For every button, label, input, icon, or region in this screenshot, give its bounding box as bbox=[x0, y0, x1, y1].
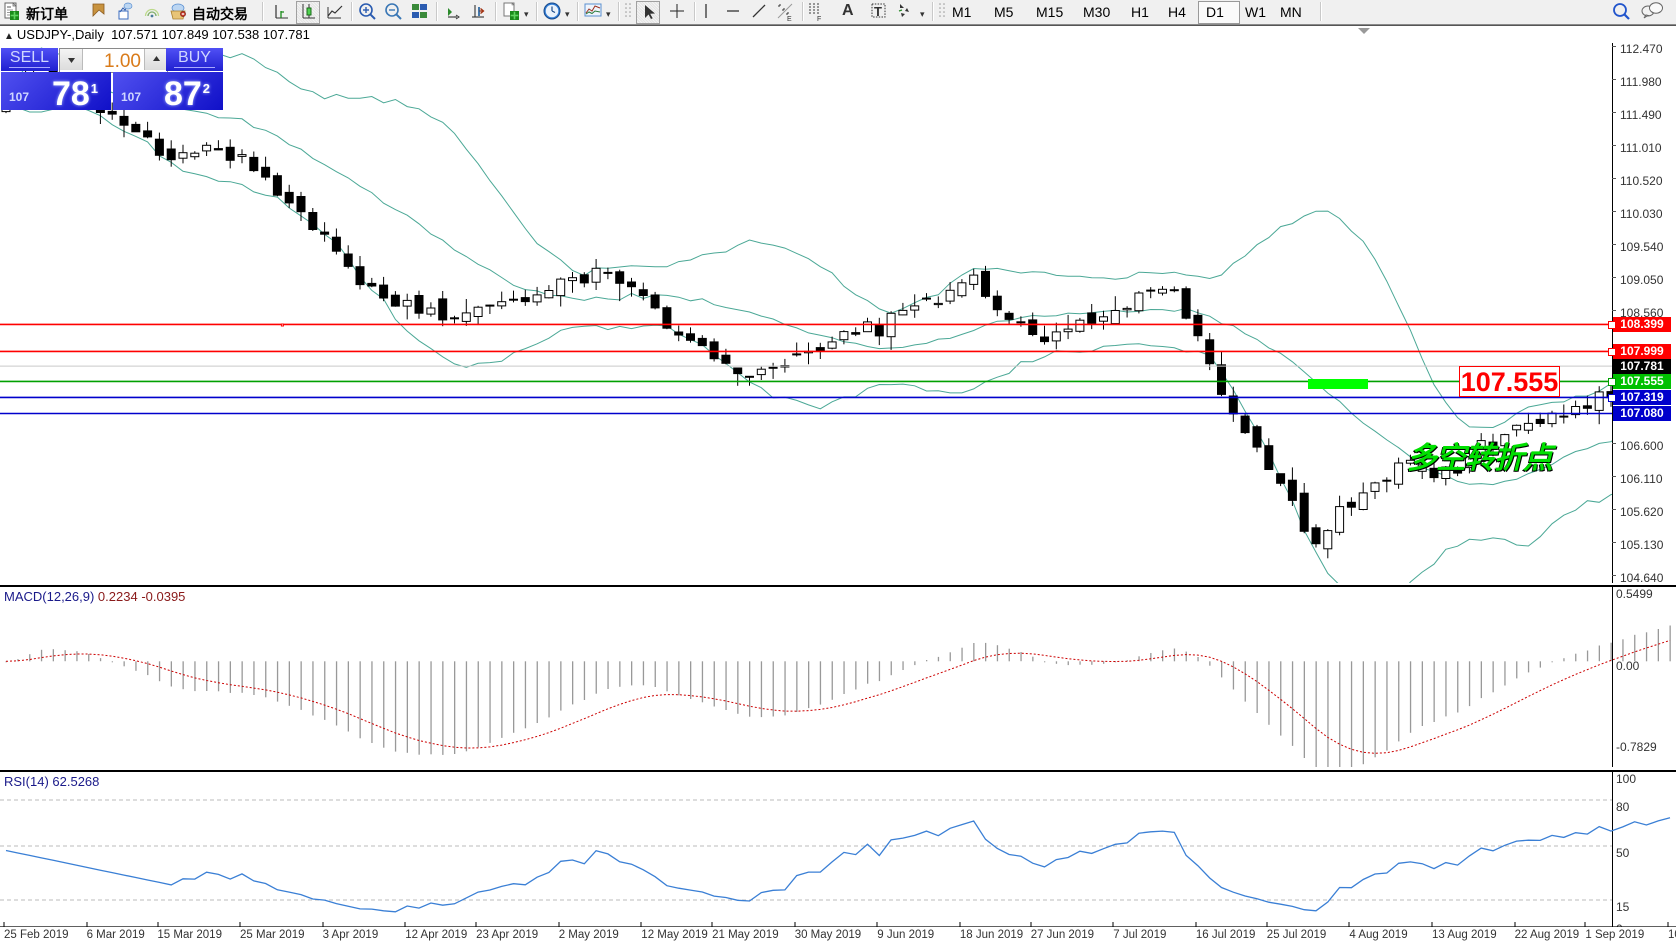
svg-text:E: E bbox=[787, 16, 792, 22]
svg-text:T: T bbox=[874, 4, 882, 19]
svg-text:F: F bbox=[817, 16, 821, 22]
